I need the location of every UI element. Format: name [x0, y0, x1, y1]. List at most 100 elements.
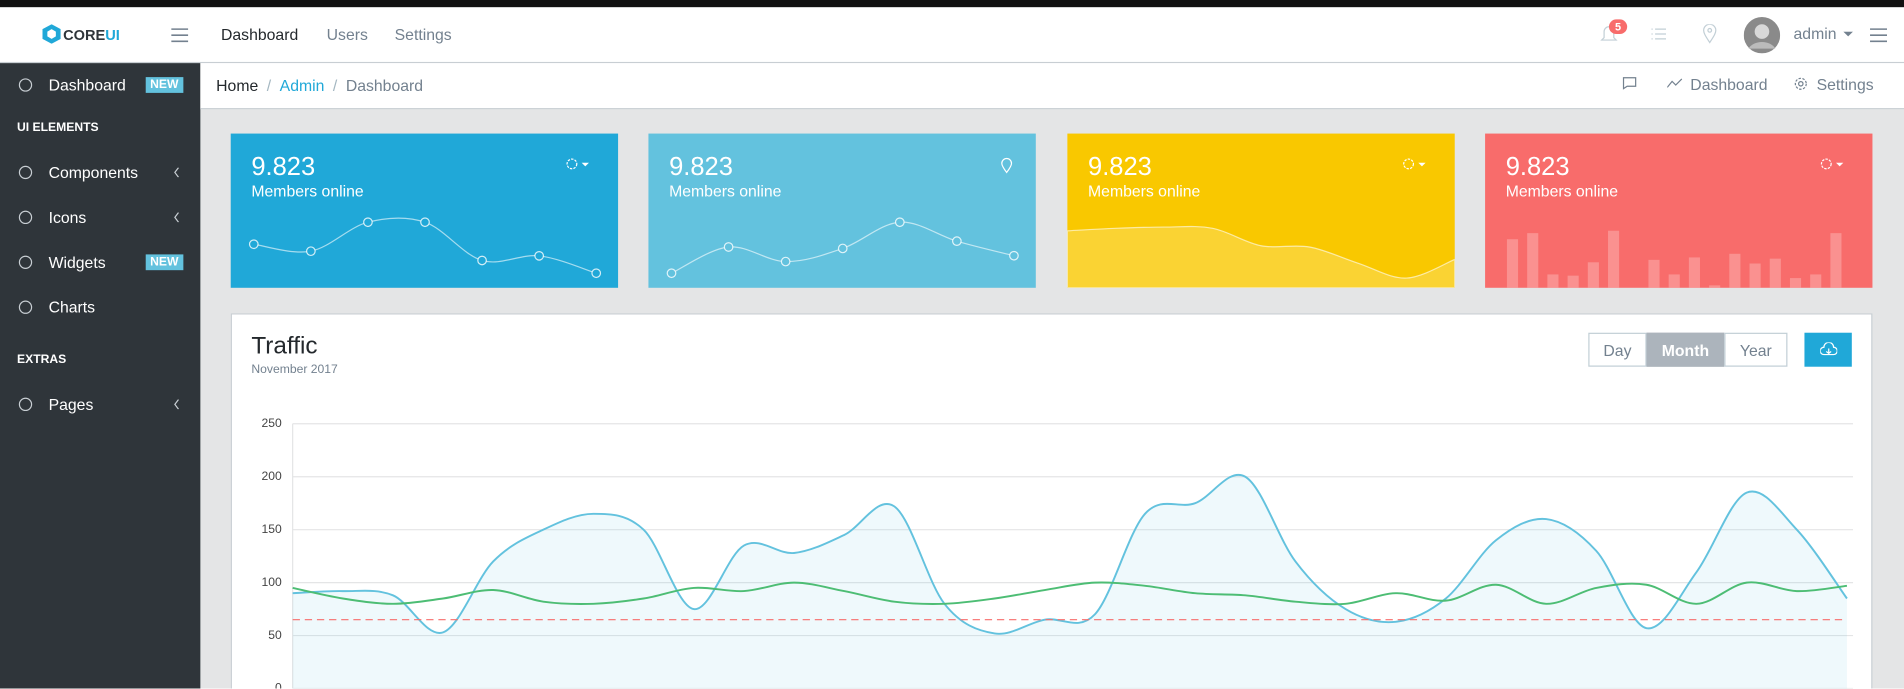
- stat-chart: [1506, 158, 1844, 288]
- sidebar-badge: NEW: [145, 254, 184, 271]
- sparkline-point: [306, 246, 316, 257]
- traffic-subtitle: November 2017: [251, 363, 338, 377]
- sidebar-icon: [18, 255, 33, 269]
- header: COREUI 5 admin: [0, 7, 1904, 64]
- list-icon[interactable]: [1651, 28, 1667, 40]
- brand-main: CORE: [63, 26, 106, 44]
- sparkline-area: [1067, 225, 1455, 288]
- stat-chart: [666, 157, 1019, 279]
- sparkline-point: [837, 243, 848, 254]
- sidebar-toggle[interactable]: [171, 28, 189, 43]
- brand-accent: UI: [105, 26, 120, 44]
- icon-shape: [18, 165, 33, 180]
- sidebar-icon: [18, 165, 33, 180]
- sidebar-item[interactable]: Widgets NEW: [0, 240, 200, 284]
- spark-bar: [1587, 262, 1599, 288]
- gear-icon: [1794, 77, 1807, 90]
- spark-bar: [1749, 263, 1761, 288]
- avatar[interactable]: [1743, 17, 1781, 54]
- stat-card: 9.823 Members online: [1485, 133, 1873, 288]
- icon-shape: [18, 397, 33, 412]
- stat-label: Members online: [1088, 182, 1201, 201]
- sparkline-point: [894, 217, 905, 228]
- card-menu[interactable]: [1820, 158, 1844, 170]
- sparkline-point: [534, 250, 545, 261]
- period-button[interactable]: Day: [1588, 332, 1647, 367]
- sparkline-point: [952, 236, 962, 247]
- sidebar-item[interactable]: Pages: [0, 383, 200, 427]
- icon-shape: [18, 210, 33, 225]
- nav-link[interactable]: Dashboard: [221, 25, 299, 44]
- caret: [1418, 162, 1426, 167]
- card-menu[interactable]: [1403, 158, 1426, 170]
- series-line: [292, 473, 1848, 635]
- chat-icon[interactable]: [1622, 77, 1637, 90]
- download-button[interactable]: [1804, 332, 1852, 367]
- sidebar-heading: UI ELEMENTS: [17, 121, 99, 135]
- card-menu[interactable]: [1001, 157, 1013, 174]
- sidebar-item[interactable]: Icons: [0, 196, 200, 240]
- spark-bar: [1608, 230, 1620, 288]
- caret: [581, 162, 589, 167]
- breadcrumb-bar: Home / Admin / Dashboard Dashboard Settings: [200, 63, 1904, 110]
- stat-card: 9.823 Members online: [648, 133, 1036, 288]
- series-area: [292, 474, 1847, 689]
- period-button[interactable]: Month: [1646, 332, 1725, 367]
- sidebar-label: Components: [48, 163, 139, 182]
- chevron-shape: [174, 212, 179, 223]
- sparkline-point: [1009, 250, 1019, 261]
- spark-bar: [1567, 275, 1579, 288]
- brand: COREUI: [63, 27, 120, 44]
- spark-bar: [1547, 274, 1559, 288]
- period-button[interactable]: Year: [1724, 332, 1788, 367]
- stat-value: 9.823: [669, 153, 733, 181]
- y-tick-label: 50: [268, 628, 282, 642]
- sparkline-point: [666, 268, 677, 279]
- nav-link[interactable]: Users: [326, 25, 368, 44]
- notification-badge: 5: [1608, 19, 1628, 35]
- sidebar-icon: [18, 300, 33, 314]
- stat-card: 9.823 Members online: [230, 133, 619, 288]
- sidebar-label: Dashboard: [48, 75, 126, 95]
- stat-label: Members online: [251, 182, 364, 201]
- breadcrumb-action[interactable]: Dashboard: [1690, 75, 1768, 94]
- chevron-shape: [174, 399, 179, 410]
- sidebar-item[interactable]: Charts: [0, 285, 200, 329]
- sparkline-point: [477, 255, 487, 266]
- breadcrumb-item[interactable]: Home: [216, 76, 259, 95]
- sidebar-item[interactable]: Dashboard NEW: [0, 63, 200, 107]
- stat-chart: [248, 158, 602, 279]
- user-name[interactable]: admin: [1793, 24, 1837, 43]
- submenu-chevron: [174, 167, 179, 178]
- location-icon[interactable]: [1702, 24, 1717, 44]
- gear-icon: [1820, 158, 1832, 170]
- cloud-icon: [1820, 342, 1838, 356]
- user-caret: [1843, 31, 1854, 37]
- sparkline-point: [248, 239, 259, 250]
- y-tick-label: 200: [261, 469, 281, 483]
- spark-bar: [1688, 257, 1700, 288]
- card-menu[interactable]: [566, 158, 589, 170]
- stat-chart: [1067, 158, 1455, 288]
- stat-label: Members online: [669, 182, 782, 201]
- spark-bar: [1830, 233, 1842, 288]
- brand-logo: [42, 24, 61, 44]
- sidebar-label: Widgets: [48, 253, 106, 272]
- sidebar-item[interactable]: Components: [0, 151, 200, 195]
- spark-bar: [1789, 278, 1802, 288]
- aside-toggle[interactable]: [1870, 28, 1888, 43]
- traffic-chart: 0 50 100 150 200 250: [261, 416, 1854, 689]
- y-tick-label: 250: [261, 416, 281, 430]
- sparkline-point: [420, 217, 430, 228]
- sidebar-icon: [18, 397, 33, 412]
- breadcrumb-item[interactable]: Admin: [279, 76, 325, 95]
- traffic-card: Traffic November 2017 0 50 100 150 200 250: [230, 313, 1873, 689]
- spark-bar: [1668, 274, 1680, 288]
- stat-label: Members online: [1505, 182, 1619, 201]
- submenu-chevron: [174, 399, 179, 410]
- y-tick-label: 150: [261, 522, 281, 536]
- nav-link[interactable]: Settings: [394, 25, 452, 44]
- spark-bar: [1729, 253, 1741, 288]
- breadcrumb-action[interactable]: Settings: [1816, 75, 1874, 94]
- gear-icon: [1403, 158, 1415, 170]
